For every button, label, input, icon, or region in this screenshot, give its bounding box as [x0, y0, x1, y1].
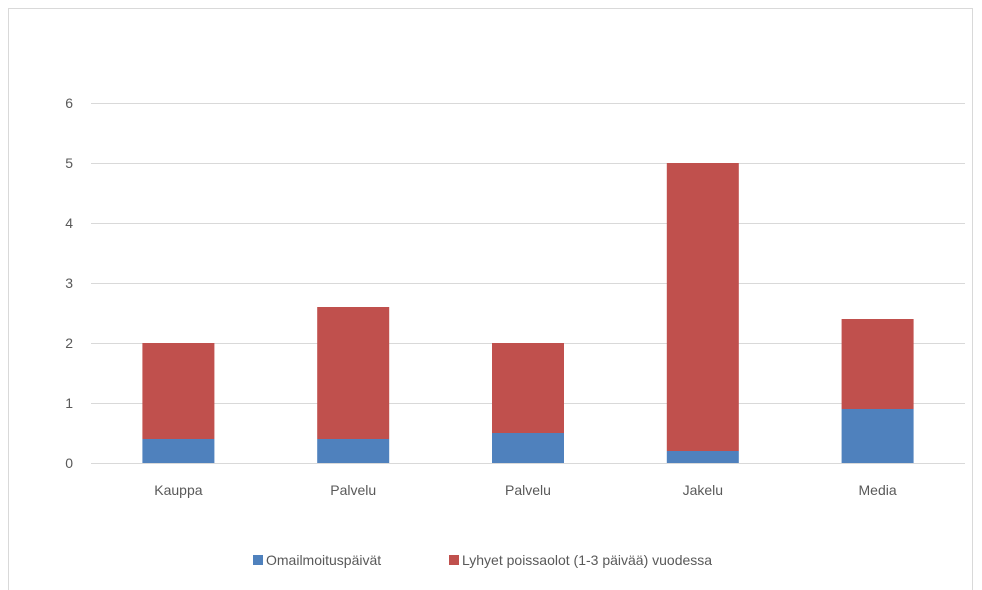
- bar-omailmoituspaivat: [666, 451, 739, 463]
- x-tick-label: Palvelu: [505, 482, 551, 498]
- bar-lyhyet-poissaolot: [142, 343, 215, 439]
- legend-label: Omailmoituspäivät: [266, 552, 381, 568]
- x-axis: Kauppa Palvelu Palvelu Jakelu Media: [154, 482, 897, 498]
- legend-swatch: [253, 555, 263, 565]
- x-tick-label: Palvelu: [330, 482, 376, 498]
- x-tick-label: Kauppa: [154, 482, 202, 498]
- bar-omailmoituspaivat: [492, 433, 564, 463]
- y-tick-label: 3: [65, 275, 73, 291]
- bars: [142, 163, 914, 463]
- y-tick-label: 0: [65, 455, 73, 471]
- y-tick-label: 2: [65, 335, 73, 351]
- y-axis: 0 1 2 3 4 5 6: [65, 95, 73, 471]
- bar-lyhyet-poissaolot: [666, 163, 739, 451]
- x-tick-label: Jakelu: [683, 482, 723, 498]
- bar-lyhyet-poissaolot: [317, 307, 390, 439]
- x-tick-label: Media: [859, 482, 897, 498]
- chart-frame: [8, 8, 973, 590]
- bar-lyhyet-poissaolot: [492, 343, 564, 433]
- bar-omailmoituspaivat: [317, 439, 390, 463]
- legend-label: Lyhyet poissaolot (1-3 päivää) vuodessa: [462, 552, 712, 568]
- bar-omailmoituspaivat: [841, 409, 914, 463]
- y-tick-label: 1: [65, 395, 73, 411]
- y-tick-label: 5: [65, 155, 73, 171]
- bar-omailmoituspaivat: [142, 439, 215, 463]
- legend-swatch: [449, 555, 459, 565]
- y-tick-label: 4: [65, 215, 73, 231]
- y-tick-label: 6: [65, 95, 73, 111]
- legend: Omailmoituspäivät Lyhyet poissaolot (1-3 …: [253, 552, 712, 568]
- bar-lyhyet-poissaolot: [841, 319, 914, 409]
